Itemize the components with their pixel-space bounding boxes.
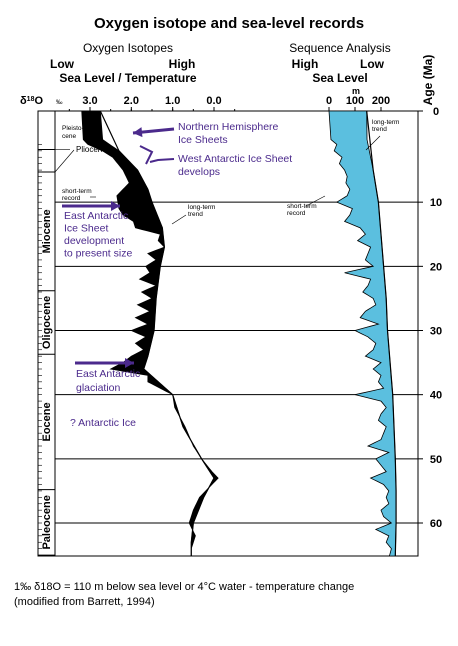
bracket-west-antarctic-2: [139, 145, 154, 165]
age-axis-label: Age (Ma): [421, 55, 435, 106]
right-x-tick-label: 100: [346, 95, 364, 107]
isotope-long-term-trend: [99, 110, 215, 556]
age-tick-label: 30: [430, 326, 442, 338]
right-panel-title: Sequence Analysis: [289, 41, 390, 55]
annotation-east-antarctic-ice-sheet: East Antarctic: [64, 210, 128, 222]
annotation-east-antarctic-ice-sheet: Ice Sheet: [64, 223, 108, 235]
bracket-west-antarctic: [149, 158, 175, 163]
age-tick-label: 60: [430, 518, 442, 530]
pleistocene-label-2: cene: [62, 133, 76, 140]
epoch-label: Paleocene: [41, 495, 53, 549]
left-x-tick-label: 3.0: [82, 95, 97, 107]
footnote-line-2: (modified from Barrett, 1994): [14, 596, 155, 608]
right-panel-sea-level: Sea Level: [312, 71, 367, 85]
label-short-term-record-left: short-term: [62, 188, 92, 195]
sea-level-short-term-record: [328, 110, 397, 557]
arrow-east-antarctic-ice-sheet-head: [111, 201, 120, 211]
arrow-east-antarctic-glaciation-head: [125, 358, 134, 368]
x-ticks: 3.0 2.0 1.0 0.0 0 100 200: [68, 95, 390, 111]
label-long-term-trend-left: trend: [188, 211, 203, 218]
epoch-label: Miocene: [41, 209, 53, 253]
annotation-east-antarctic-glaciation: East Antarctic: [76, 368, 140, 380]
left-x-tick-label: 1.0: [165, 95, 180, 107]
pointer-long-term-left: [171, 214, 187, 225]
annotation-west-antarctic: West Antarctic Ice Sheet: [178, 153, 292, 165]
epoch-column: Miocene Oligocene Eocene Paleocene Pleisto-c…: [38, 125, 107, 556]
chart-frame: [37, 110, 419, 557]
left-x-tick-label: 0.0: [206, 95, 221, 107]
d18o-unit: ‰: [56, 99, 63, 106]
left-panel-low: Low: [50, 57, 75, 71]
age-tick-label: 40: [430, 390, 442, 402]
annotation-east-antarctic-ice-sheet: development: [64, 235, 124, 247]
left-panel-sea-level-temp: Sea Level / Temperature: [59, 71, 197, 85]
annotation-antarctic-ice: ? Antarctic Ice: [70, 417, 136, 429]
label-long-term-trend-right: long-term: [372, 119, 399, 126]
age-tick-label: 0: [433, 106, 439, 118]
pointer-short-term-right: [305, 195, 326, 207]
left-panel-high: High: [169, 57, 196, 71]
annotation-northern-hemisphere: Northern Hemisphere: [178, 121, 279, 133]
data-layer: [81, 110, 397, 557]
age-tick-label: 50: [430, 454, 442, 466]
label-long-term-trend-left: long-term: [188, 204, 215, 211]
label-short-term-record-right: record: [287, 210, 306, 217]
right-x-tick-label: 200: [372, 95, 390, 107]
footnote: 1‰ δ18O = 110 m below sea level or 4°C w…: [14, 580, 354, 610]
label-short-term-record-right: short-term: [287, 203, 317, 210]
sea-level-long-term-trend: [366, 110, 397, 557]
pleistocene-label: Pleisto-: [62, 125, 84, 132]
age-tick-label: 10: [430, 197, 442, 209]
arrow-northern-hemisphere-head: [133, 127, 143, 138]
d18o-symbol: δ18O: [20, 95, 43, 107]
annotation-northern-hemisphere: Ice Sheets: [178, 134, 228, 146]
chart-title: Oxygen isotope and sea-level records: [94, 15, 364, 32]
annotation-west-antarctic: develops: [178, 166, 220, 178]
epoch-label: Oligocene: [41, 296, 53, 349]
right-panel-low: Low: [360, 57, 385, 71]
right-x-tick-label: 0: [326, 95, 332, 107]
annotation-east-antarctic-ice-sheet: to present size: [64, 248, 132, 260]
left-panel-title: Oxygen Isotopes: [83, 41, 173, 55]
right-panel-high: High: [292, 57, 319, 71]
pliocene-label: Pliocene: [76, 145, 107, 154]
left-x-tick-label: 2.0: [124, 95, 139, 107]
annotation-east-antarctic-glaciation: glaciation: [76, 382, 121, 394]
pointer-long-term-right: [365, 135, 381, 151]
footnote-line-1: 1‰ δ18O = 110 m below sea level or 4°C w…: [14, 581, 355, 593]
epoch-label: Eocene: [41, 402, 53, 441]
age-tick-label: 20: [430, 261, 442, 273]
right-panel-unit: m: [352, 86, 360, 96]
age-ticks: 0 10 20 30 40 50 60: [418, 106, 442, 530]
label-short-term-record-left: record: [62, 195, 81, 202]
label-long-term-trend-right: trend: [372, 126, 387, 133]
pliocene-pointer: [54, 149, 75, 173]
